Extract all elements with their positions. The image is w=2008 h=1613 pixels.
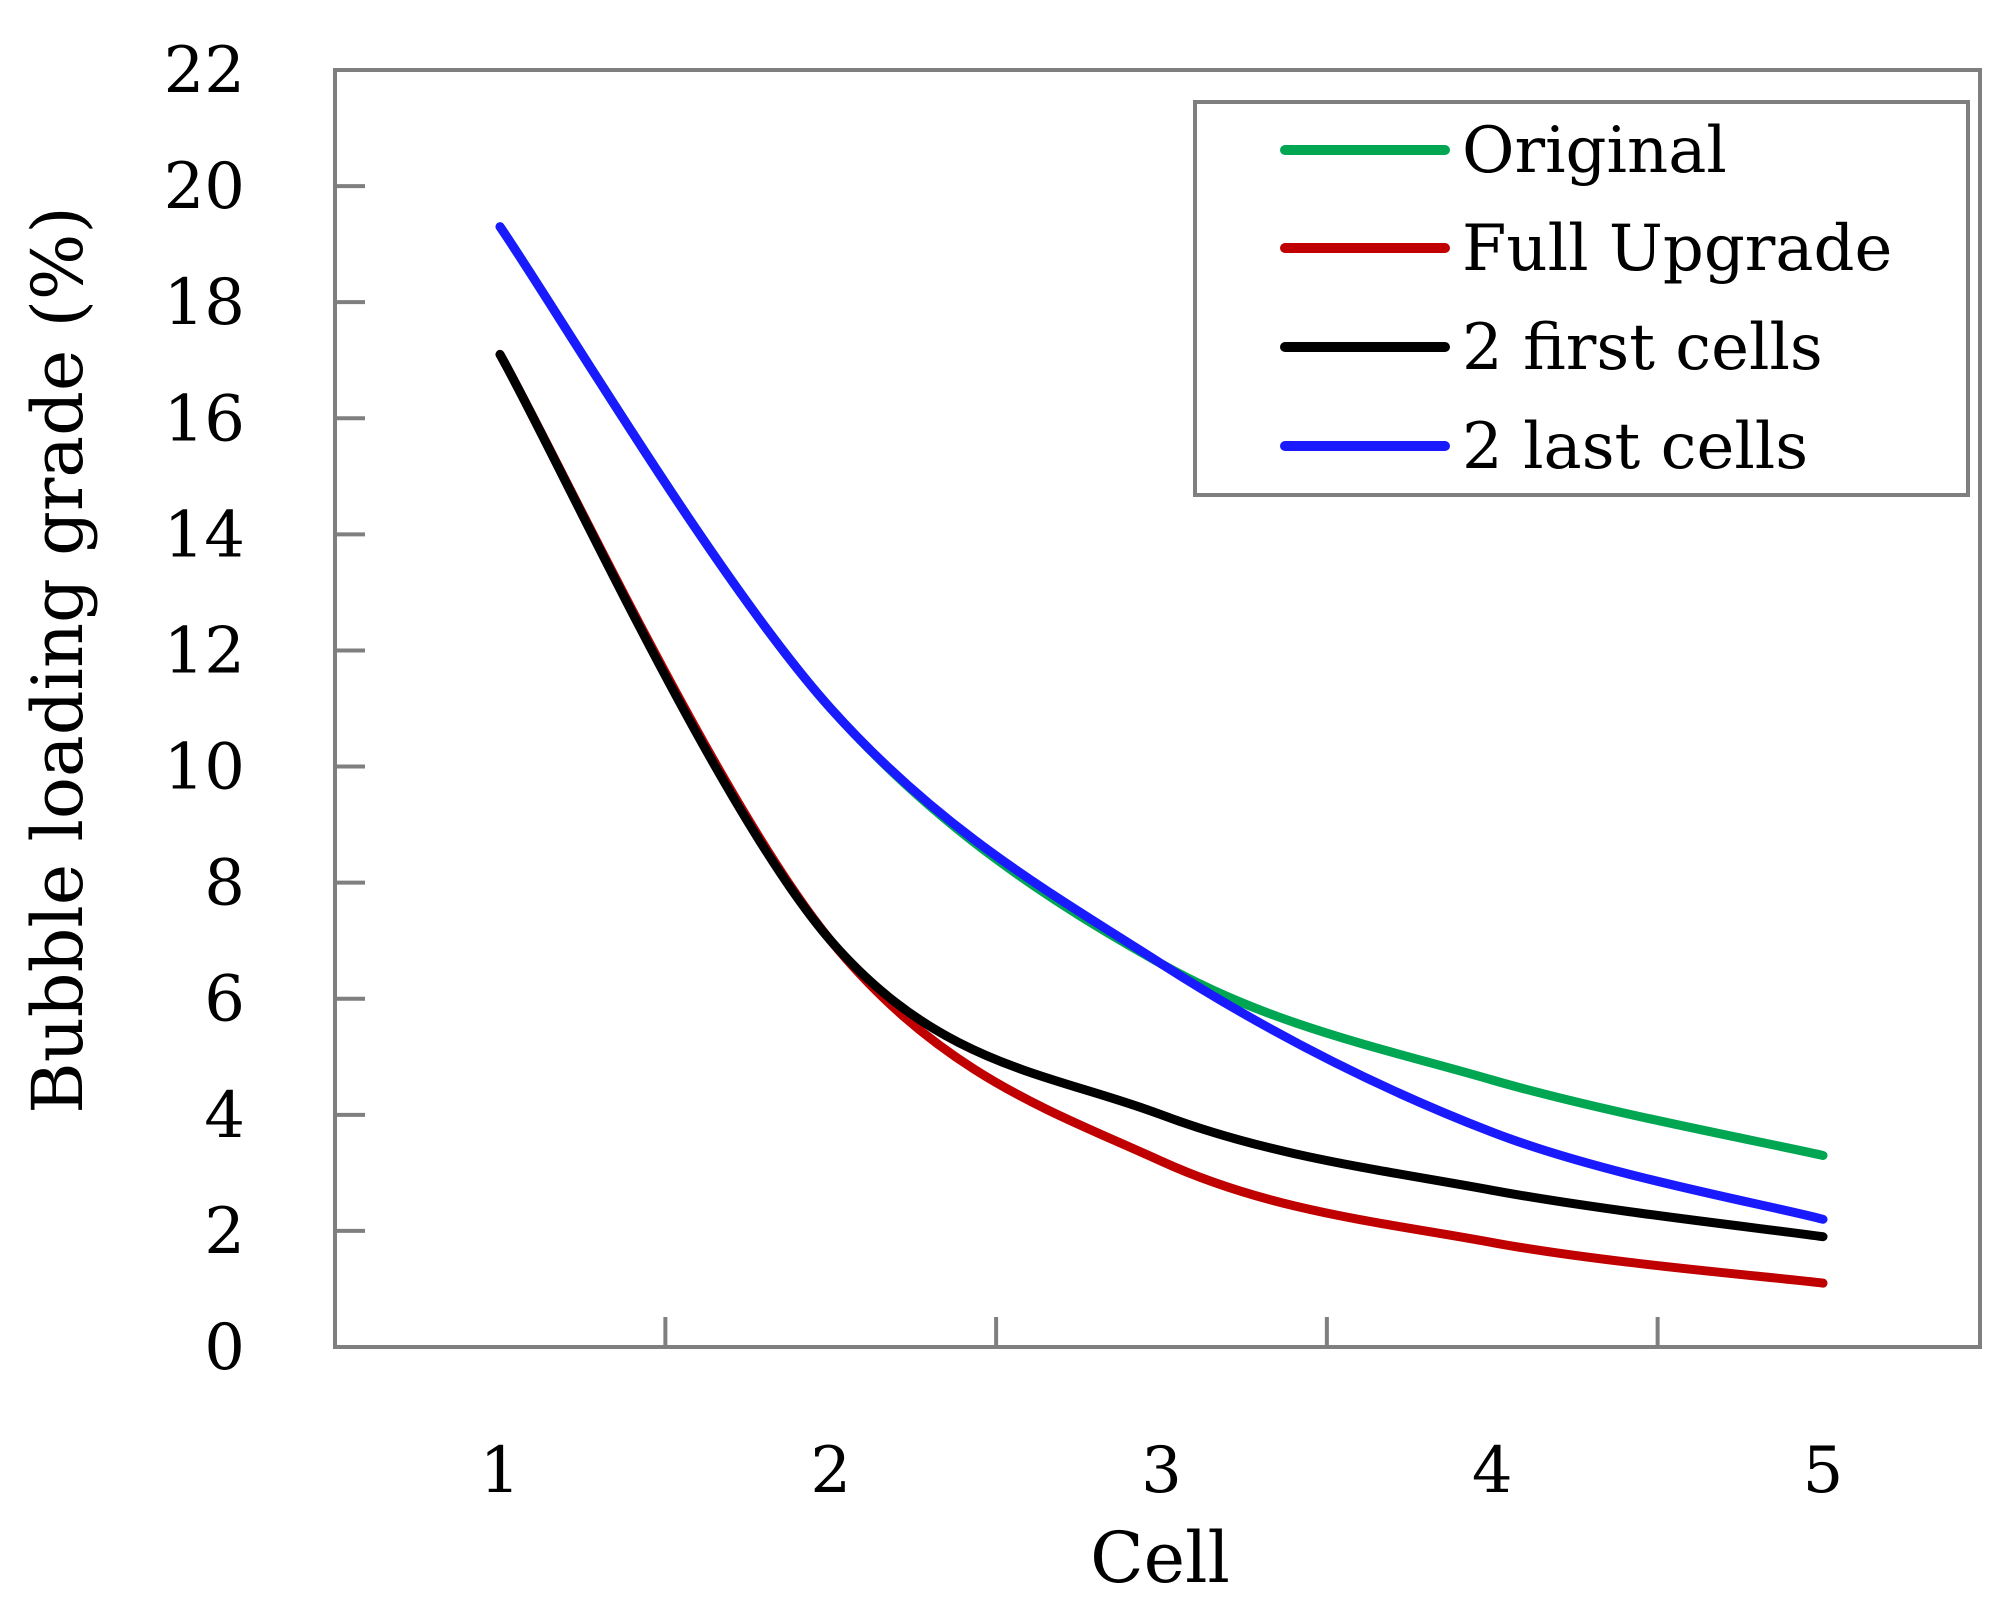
- legend-box: [1193, 100, 1970, 497]
- series-line-2-first-cells: [495, 349, 1828, 1242]
- x-tick-marks: [663, 1317, 1660, 1347]
- x-tick-label: 2: [810, 1434, 851, 1508]
- y-tick-label: 8: [204, 847, 245, 921]
- legend-label: Full Upgrade: [1462, 212, 1892, 286]
- x-axis-title: Cell: [1090, 1517, 1230, 1599]
- y-tick-labels: 0 2 4 6 8 10 12 14 16 18 20 22: [164, 34, 365, 1385]
- y-tick-label: 0: [204, 1311, 245, 1385]
- legend: Original Full Upgrade 2 first cells 2 last …: [1193, 100, 1970, 497]
- series-layer: [495, 222, 1828, 1288]
- legend-items: Original Full Upgrade 2 first cells 2 last …: [1280, 114, 1892, 484]
- y-tick-label: 22: [164, 34, 245, 108]
- y-tick-label: 6: [204, 963, 245, 1037]
- legend-label: Original: [1462, 114, 1727, 188]
- y-tick-label: 2: [204, 1195, 245, 1269]
- x-tick-label: 1: [480, 1434, 521, 1508]
- series-line-2-last-cells: [495, 222, 1828, 1224]
- x-tick-label: 5: [1803, 1434, 1844, 1508]
- y-tick-label: 10: [164, 731, 245, 805]
- x-tick-labels: 1 2 3 4 5: [480, 1434, 1844, 1508]
- legend-label: 2 first cells: [1462, 311, 1823, 385]
- y-tick-label: 16: [164, 382, 245, 456]
- x-tick-label: 3: [1141, 1434, 1182, 1508]
- plot-frame: [333, 68, 1982, 1349]
- y-tick-label: 20: [164, 150, 245, 224]
- y-axis-title: Bubble loading grade (%): [17, 206, 99, 1113]
- legend-label: 2 last cells: [1462, 410, 1808, 484]
- y-tick-label: 4: [204, 1079, 245, 1153]
- y-tick-label: 18: [164, 266, 245, 340]
- y-tick-label: 14: [164, 498, 245, 572]
- y-tick-label: 12: [164, 614, 245, 688]
- x-tick-label: 4: [1472, 1434, 1513, 1508]
